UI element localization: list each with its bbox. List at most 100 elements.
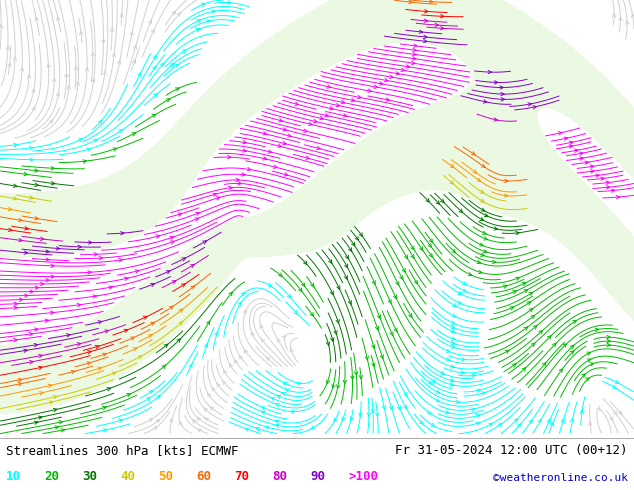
FancyArrowPatch shape — [59, 421, 63, 424]
FancyArrowPatch shape — [471, 408, 475, 411]
FancyArrowPatch shape — [61, 429, 65, 432]
Text: 40: 40 — [120, 470, 136, 483]
FancyArrowPatch shape — [311, 283, 314, 287]
FancyArrowPatch shape — [177, 339, 180, 343]
FancyArrowPatch shape — [501, 98, 505, 101]
FancyArrowPatch shape — [18, 219, 22, 221]
FancyArrowPatch shape — [552, 343, 556, 347]
FancyArrowPatch shape — [571, 418, 574, 422]
FancyArrowPatch shape — [243, 149, 247, 152]
FancyArrowPatch shape — [32, 89, 35, 93]
FancyArrowPatch shape — [156, 419, 159, 423]
FancyArrowPatch shape — [166, 270, 170, 274]
FancyArrowPatch shape — [138, 356, 142, 359]
FancyArrowPatch shape — [47, 64, 50, 67]
FancyArrowPatch shape — [278, 144, 281, 147]
FancyArrowPatch shape — [476, 415, 480, 417]
FancyArrowPatch shape — [39, 416, 42, 419]
FancyArrowPatch shape — [27, 75, 30, 78]
FancyArrowPatch shape — [35, 286, 39, 290]
FancyArrowPatch shape — [235, 360, 238, 364]
FancyArrowPatch shape — [179, 309, 183, 313]
FancyArrowPatch shape — [385, 98, 389, 101]
FancyArrowPatch shape — [149, 418, 153, 422]
FancyArrowPatch shape — [477, 389, 481, 392]
FancyArrowPatch shape — [428, 381, 432, 384]
FancyArrowPatch shape — [344, 275, 347, 279]
FancyArrowPatch shape — [153, 426, 157, 430]
FancyArrowPatch shape — [531, 343, 535, 346]
FancyArrowPatch shape — [411, 61, 415, 65]
FancyArrowPatch shape — [585, 378, 589, 381]
Text: 30: 30 — [82, 470, 98, 483]
FancyArrowPatch shape — [290, 348, 293, 352]
FancyArrowPatch shape — [515, 231, 519, 235]
FancyArrowPatch shape — [504, 194, 508, 197]
FancyArrowPatch shape — [580, 410, 583, 414]
Text: Fr 31-05-2024 12:00 UTC (00+12): Fr 31-05-2024 12:00 UTC (00+12) — [395, 444, 628, 457]
FancyArrowPatch shape — [247, 168, 251, 171]
FancyArrowPatch shape — [359, 233, 363, 237]
FancyArrowPatch shape — [424, 40, 427, 43]
FancyArrowPatch shape — [304, 261, 307, 265]
FancyArrowPatch shape — [39, 354, 42, 358]
FancyArrowPatch shape — [615, 380, 619, 383]
FancyArrowPatch shape — [46, 279, 49, 282]
FancyArrowPatch shape — [522, 283, 526, 286]
FancyArrowPatch shape — [51, 182, 55, 185]
FancyArrowPatch shape — [327, 85, 331, 88]
FancyArrowPatch shape — [243, 310, 246, 314]
FancyArrowPatch shape — [420, 420, 423, 424]
FancyArrowPatch shape — [282, 392, 286, 396]
FancyArrowPatch shape — [346, 255, 349, 259]
FancyArrowPatch shape — [105, 330, 108, 333]
FancyArrowPatch shape — [148, 335, 152, 338]
FancyArrowPatch shape — [306, 156, 309, 159]
FancyArrowPatch shape — [479, 270, 482, 273]
FancyArrowPatch shape — [77, 343, 81, 346]
FancyArrowPatch shape — [503, 285, 507, 288]
FancyArrowPatch shape — [505, 350, 509, 353]
FancyArrowPatch shape — [46, 250, 49, 253]
FancyArrowPatch shape — [94, 139, 97, 143]
FancyArrowPatch shape — [345, 264, 347, 268]
FancyArrowPatch shape — [441, 371, 444, 374]
FancyArrowPatch shape — [193, 420, 197, 423]
FancyArrowPatch shape — [419, 30, 423, 33]
FancyArrowPatch shape — [489, 423, 493, 426]
FancyArrowPatch shape — [429, 0, 433, 3]
FancyArrowPatch shape — [313, 120, 317, 122]
FancyArrowPatch shape — [197, 417, 201, 421]
FancyArrowPatch shape — [533, 325, 537, 329]
FancyArrowPatch shape — [229, 292, 232, 296]
FancyArrowPatch shape — [98, 320, 101, 324]
FancyArrowPatch shape — [559, 369, 562, 372]
FancyArrowPatch shape — [372, 363, 375, 367]
FancyArrowPatch shape — [495, 81, 498, 84]
FancyArrowPatch shape — [450, 379, 454, 382]
FancyArrowPatch shape — [24, 172, 27, 176]
FancyArrowPatch shape — [450, 181, 454, 184]
FancyArrowPatch shape — [342, 417, 345, 421]
FancyArrowPatch shape — [513, 291, 516, 294]
FancyArrowPatch shape — [261, 339, 264, 343]
FancyArrowPatch shape — [138, 73, 141, 76]
FancyArrowPatch shape — [484, 237, 488, 240]
FancyArrowPatch shape — [57, 17, 60, 21]
FancyArrowPatch shape — [394, 328, 397, 332]
FancyArrowPatch shape — [94, 253, 97, 256]
FancyArrowPatch shape — [547, 419, 550, 423]
FancyArrowPatch shape — [120, 14, 124, 17]
FancyArrowPatch shape — [365, 356, 368, 360]
FancyArrowPatch shape — [263, 157, 267, 160]
FancyArrowPatch shape — [367, 413, 371, 416]
FancyArrowPatch shape — [424, 19, 428, 23]
FancyArrowPatch shape — [124, 277, 128, 280]
FancyArrowPatch shape — [441, 26, 444, 30]
FancyArrowPatch shape — [260, 325, 263, 329]
FancyArrowPatch shape — [610, 417, 612, 420]
FancyArrowPatch shape — [189, 364, 192, 368]
FancyArrowPatch shape — [181, 284, 185, 287]
FancyArrowPatch shape — [13, 339, 17, 342]
FancyArrowPatch shape — [215, 332, 218, 335]
